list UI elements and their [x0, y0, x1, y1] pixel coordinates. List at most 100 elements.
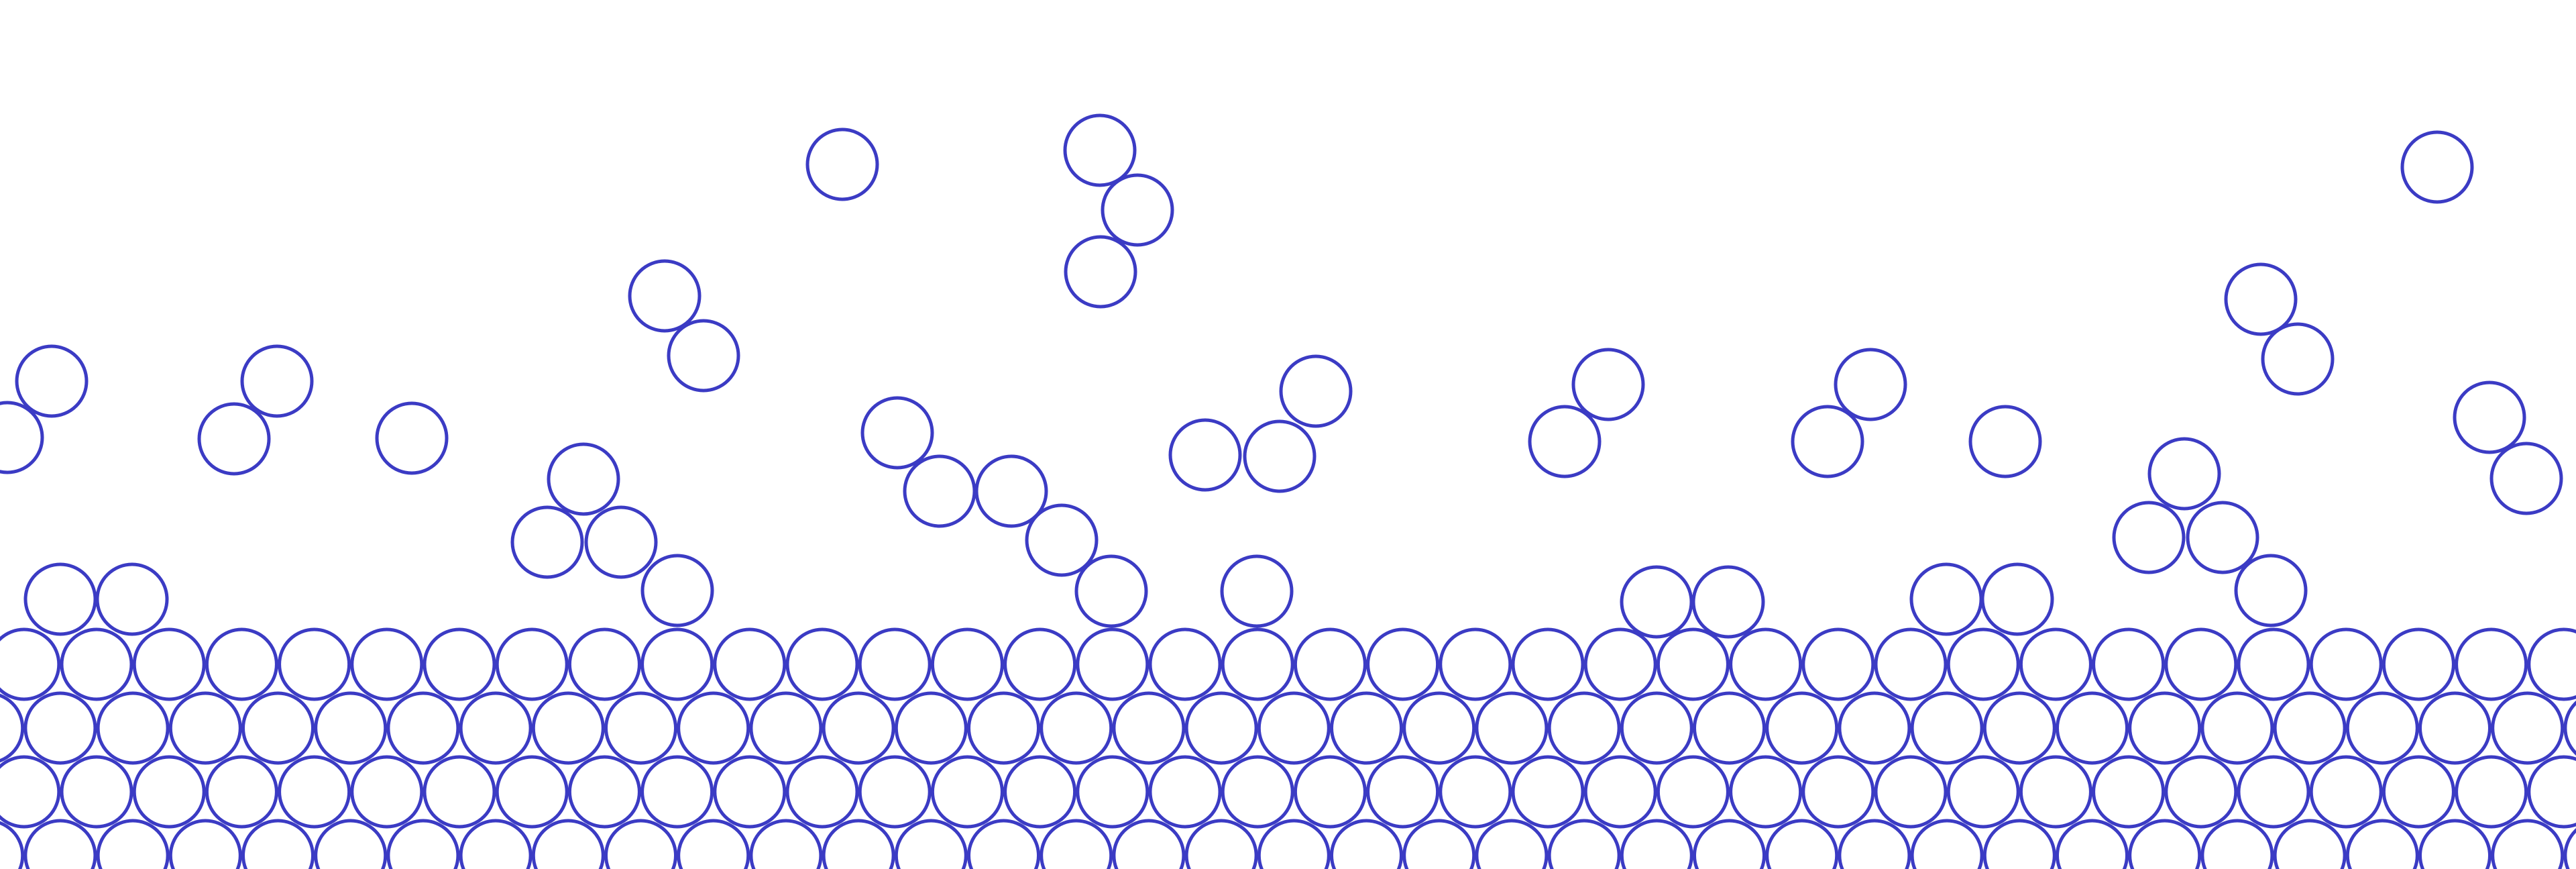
- packed-bubble: [567, 755, 641, 829]
- packed-bubble: [1946, 627, 2020, 701]
- packed-bubble: [1366, 755, 1440, 829]
- packed-bubble: [1402, 691, 1476, 765]
- floating-bubble: [2147, 437, 2221, 511]
- packed-bubble: [23, 691, 97, 765]
- packed-bubble: [350, 755, 424, 829]
- packed-bubble: [459, 691, 533, 765]
- packed-bubble: [132, 627, 206, 701]
- packed-bubble: [0, 821, 25, 869]
- packed-bubble: [1221, 755, 1294, 829]
- packed-bubble: [1475, 691, 1549, 765]
- packed-bubble: [930, 627, 1004, 701]
- packed-bubble: [2491, 819, 2565, 869]
- packed-bubble: [0, 693, 25, 763]
- packed-bubble: [2309, 627, 2383, 701]
- packed-bubble: [967, 819, 1040, 869]
- floating-bubble: [584, 505, 658, 579]
- floating-bubble: [2224, 262, 2298, 336]
- floating-bubble: [1063, 113, 1137, 187]
- floating-bubble: [240, 344, 314, 418]
- packed-bubble: [604, 819, 677, 869]
- packed-bubble: [2382, 627, 2455, 701]
- packed-bubble: [1838, 691, 1911, 765]
- floating-bubble: [1101, 173, 1174, 247]
- floating-bubble: [1528, 405, 1602, 478]
- packed-bubble: [495, 627, 569, 701]
- packed-bubble: [2382, 755, 2455, 829]
- packed-bubble: [2345, 691, 2419, 765]
- packed-bubble: [2455, 755, 2528, 829]
- floating-bubble: [805, 127, 879, 201]
- packed-bubble: [2019, 627, 2092, 701]
- packed-bubble: [1801, 755, 1875, 829]
- resting-bubble: [1620, 565, 1693, 639]
- packed-bubble: [567, 627, 641, 701]
- packed-bubble: [96, 691, 170, 765]
- floating-bubble: [0, 401, 44, 474]
- floating-bubble: [2261, 322, 2335, 396]
- floating-bubble: [1571, 348, 1645, 421]
- packed-bubble: [1293, 755, 1367, 829]
- packed-bubble: [1184, 819, 1258, 869]
- packed-bubble: [1257, 691, 1331, 765]
- packed-bubble: [1620, 819, 1693, 869]
- packed-bubble: [1076, 627, 1150, 701]
- floating-bubble: [2489, 442, 2563, 515]
- packed-bubble: [168, 819, 242, 869]
- floating-bubble: [1064, 235, 1137, 309]
- packed-bubble: [1439, 627, 1512, 701]
- packed-bubble: [1910, 691, 1984, 765]
- packed-bubble: [2418, 691, 2491, 765]
- floating-bubble: [1834, 348, 1907, 421]
- packed-bubble: [1221, 627, 1294, 701]
- resting-bubble: [95, 562, 169, 636]
- packed-bubble: [314, 691, 388, 765]
- packed-bubble: [894, 691, 968, 765]
- packed-bubble: [1656, 755, 1730, 829]
- packed-bubble: [749, 819, 823, 869]
- packed-bubble: [1040, 691, 1113, 765]
- resting-bubble: [1691, 565, 1765, 639]
- floating-bubble: [1791, 405, 1864, 478]
- floating-bubble: [197, 402, 271, 476]
- packed-bubble: [1729, 627, 1803, 701]
- packed-bubble: [2527, 755, 2576, 829]
- packed-bubble: [1366, 627, 1440, 701]
- packed-bubble: [1729, 755, 1803, 829]
- packed-bubble: [1330, 819, 1403, 869]
- packed-bubble: [1693, 819, 1766, 869]
- packed-bubble: [60, 627, 133, 701]
- packed-bubble: [1765, 691, 1839, 765]
- packed-bubble: [531, 691, 605, 765]
- packed-bubble: [2164, 627, 2238, 701]
- packed-bubble: [2200, 691, 2274, 765]
- packed-bubble: [1076, 755, 1150, 829]
- packed-bubble: [1475, 819, 1549, 869]
- floating-bubble: [1025, 503, 1099, 577]
- packed-bubble: [278, 627, 351, 701]
- floating-bubble: [860, 396, 934, 470]
- packed-bubble: [2164, 755, 2238, 829]
- packed-bubble: [1801, 627, 1875, 701]
- floating-bubble: [667, 319, 740, 393]
- packed-bubble: [241, 819, 315, 869]
- packed-bubble: [1910, 819, 1984, 869]
- floating-bubble: [375, 401, 449, 475]
- packed-bubble: [423, 755, 496, 829]
- resting-bubble: [640, 554, 714, 627]
- floating-bubble: [15, 344, 89, 418]
- packed-bubble: [640, 755, 714, 829]
- packed-bubble: [677, 819, 750, 869]
- packed-bubble: [459, 819, 533, 869]
- packed-bubble: [1693, 691, 1766, 765]
- packed-bubble: [2563, 701, 2576, 756]
- packed-bubble: [2092, 755, 2166, 829]
- packed-bubble: [822, 691, 895, 765]
- packed-bubble: [749, 691, 823, 765]
- packed-bubble: [531, 819, 605, 869]
- packed-bubble: [1148, 627, 1222, 701]
- floating-bubble: [510, 505, 584, 579]
- packed-bubble: [314, 819, 388, 869]
